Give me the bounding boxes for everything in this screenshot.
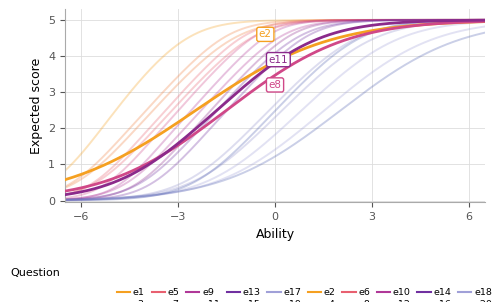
Y-axis label: Expected score: Expected score	[30, 58, 43, 154]
Text: e2: e2	[259, 29, 272, 39]
Legend: e1, e3, e5, e7, e9, e11, e13, e15, e17, e19, e2, e4, e6, e8, e10, e12, e14, e16,: e1, e3, e5, e7, e9, e11, e13, e15, e17, …	[113, 284, 496, 302]
Text: Question: Question	[10, 268, 60, 278]
X-axis label: Ability: Ability	[256, 228, 294, 241]
Text: e8: e8	[268, 80, 281, 90]
Text: e11: e11	[268, 55, 288, 65]
